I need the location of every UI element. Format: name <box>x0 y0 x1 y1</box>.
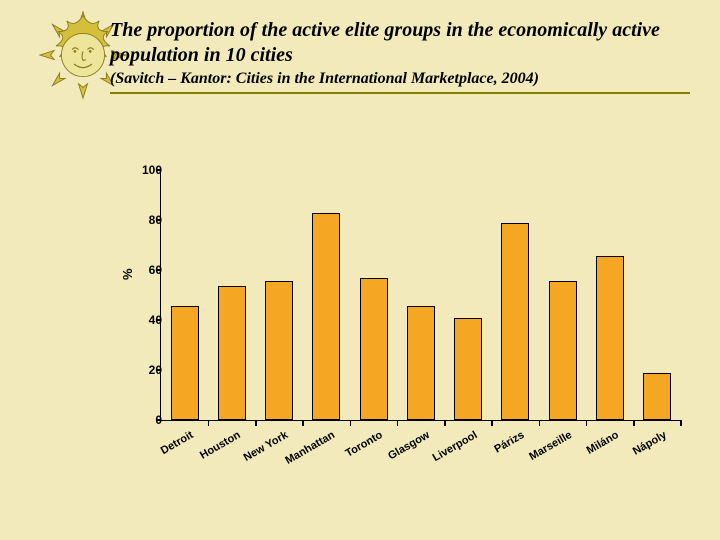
bar <box>501 223 529 420</box>
bar-slot <box>397 306 444 421</box>
bars-container <box>161 170 681 420</box>
bar-slot <box>208 286 255 421</box>
y-tick-label: 80 <box>122 213 162 227</box>
bar-slot <box>539 281 586 421</box>
bar <box>312 213 340 420</box>
x-tick-label: Nápoly <box>631 429 669 458</box>
bar-slot <box>256 281 303 421</box>
bar <box>265 281 293 421</box>
title-sub: (Savitch – Kantor: Cities in the Interna… <box>110 70 690 88</box>
bar-chart: % DetroitHoustonNew YorkManhattanToronto… <box>100 160 690 500</box>
bar <box>454 318 482 420</box>
x-labels-container: DetroitHoustonNew YorkManhattanTorontoGl… <box>160 423 680 503</box>
page-root: The proportion of the active elite group… <box>0 0 720 540</box>
bar-slot <box>586 256 633 421</box>
bar <box>360 278 388 420</box>
bar-slot <box>445 318 492 420</box>
x-tick-label: Liverpool <box>430 429 479 464</box>
bar-slot <box>350 278 397 420</box>
x-tick-label: Houston <box>198 429 243 462</box>
bar <box>596 256 624 421</box>
bar <box>407 306 435 421</box>
bar-slot <box>161 306 208 421</box>
x-tick-label: Marseille <box>527 429 574 463</box>
x-tick-label: Detroit <box>159 429 196 457</box>
bar-slot <box>634 373 681 420</box>
x-tick-label: Manhattan <box>284 429 338 467</box>
bar-slot <box>492 223 539 420</box>
title-main: The proportion of the active elite group… <box>110 18 690 68</box>
y-tick-label: 100 <box>122 163 162 177</box>
title-block: The proportion of the active elite group… <box>110 18 690 94</box>
plot-area <box>160 170 681 421</box>
y-tick-label: 40 <box>122 313 162 327</box>
bar <box>643 373 671 420</box>
y-tick-label: 60 <box>122 263 162 277</box>
bar <box>171 306 199 421</box>
bar <box>218 286 246 421</box>
title-underline <box>110 92 690 94</box>
bar-slot <box>303 213 350 420</box>
x-tick-label: New York <box>242 429 291 464</box>
x-tick-label: Glasgow <box>386 429 432 462</box>
y-tick-label: 20 <box>122 363 162 377</box>
x-tick-label: Toronto <box>343 429 384 460</box>
x-tick-label: Párizs <box>492 429 526 456</box>
x-tick-label: Miláno <box>585 429 621 457</box>
bar <box>549 281 577 421</box>
y-tick-label: 0 <box>122 413 162 427</box>
